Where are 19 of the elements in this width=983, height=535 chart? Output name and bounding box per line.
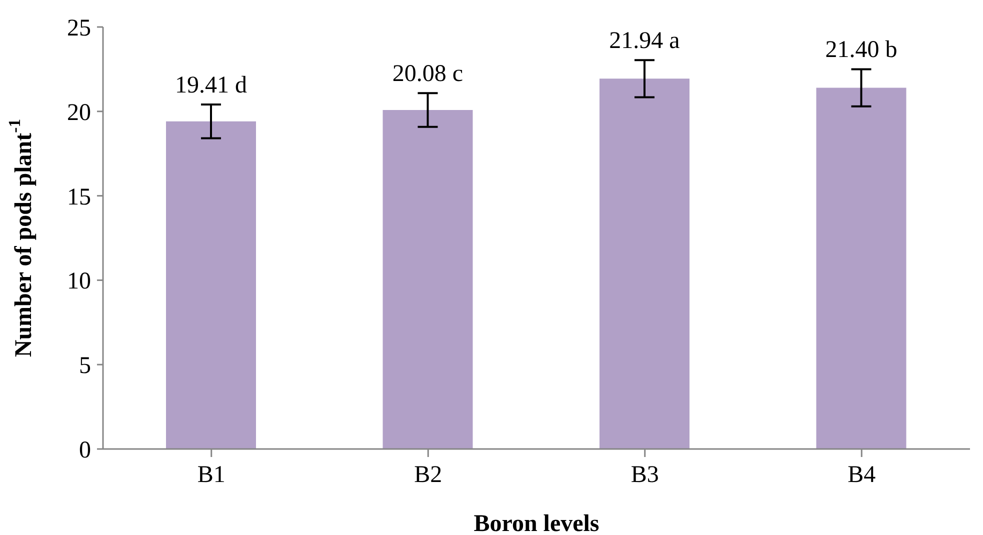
bar xyxy=(382,110,473,449)
y-tick-label: 0 xyxy=(79,438,91,464)
y-tick-label: 15 xyxy=(67,184,91,210)
x-tick-label: B2 xyxy=(414,462,442,488)
y-tick-label: 5 xyxy=(79,353,91,380)
x-tick-label: B3 xyxy=(630,462,659,488)
data-label: 21.94 a xyxy=(609,28,680,54)
y-tick-label: 25 xyxy=(67,16,91,42)
bar xyxy=(600,78,690,449)
data-label: 20.08 c xyxy=(392,61,464,88)
y-tick-label: 20 xyxy=(67,100,91,126)
bar xyxy=(166,121,256,449)
data-label: 21.40 b xyxy=(825,37,898,64)
data-label: 19.41 d xyxy=(175,72,247,98)
x-axis-title: Boron levels xyxy=(474,511,600,535)
y-tick-label: 10 xyxy=(67,268,91,295)
x-tick-label: B4 xyxy=(848,462,876,488)
x-tick-label: B1 xyxy=(197,462,226,488)
bar xyxy=(816,88,906,449)
